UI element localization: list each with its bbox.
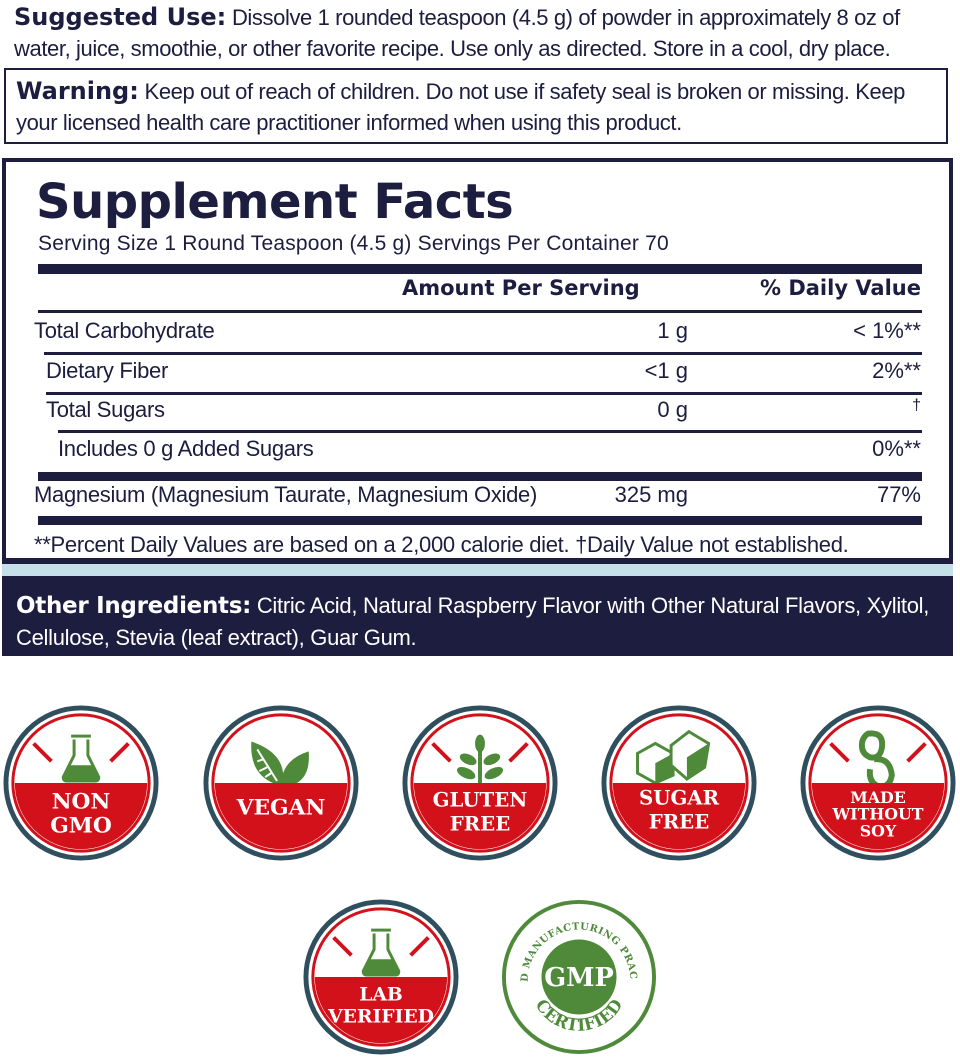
accent-band xyxy=(2,562,953,576)
sugar-cube-icon xyxy=(636,729,711,785)
badge-graphic: SUGAR FREE xyxy=(601,705,757,861)
nutrient-amount: 0 g xyxy=(657,397,688,422)
nutrient-dv: < 1%** xyxy=(853,318,921,343)
nutrient-name: Magnesium (Magnesium Taurate, Magnesium … xyxy=(34,482,538,507)
facts-title: Supplement Facts xyxy=(36,174,514,230)
other-ingredients-text: Citric Acid, Natural Raspberry Flavor wi… xyxy=(16,593,930,650)
svg-text:MADE: MADE xyxy=(850,788,905,807)
svg-text:GMP: GMP xyxy=(544,963,614,993)
suggested-use: Suggested Use: Dissolve 1 rounded teaspo… xyxy=(14,2,954,64)
other-ingredients: Other Ingredients: Citric Acid, Natural … xyxy=(2,576,953,656)
nutrient-dv: 77% xyxy=(876,482,921,507)
divider xyxy=(44,352,922,355)
divider-thick xyxy=(38,264,922,274)
svg-text:GMO: GMO xyxy=(50,813,112,838)
nutrient-dv: † xyxy=(912,397,921,414)
svg-text:FREE: FREE xyxy=(450,811,511,835)
badge-non-gmo: NON GMO xyxy=(2,704,160,862)
svg-text:LAB: LAB xyxy=(359,984,403,1006)
other-ingredients-label: Other Ingredients: xyxy=(16,593,252,619)
flask-icon xyxy=(61,734,101,783)
badge-vegan: VEGAN xyxy=(202,704,360,862)
header-daily-value: % Daily Value xyxy=(759,276,921,300)
nutrient-name: Includes 0 g Added Sugars xyxy=(58,436,314,461)
badge-graphic: LAB VERIFIED xyxy=(303,899,459,1055)
header-amount: Amount Per Serving xyxy=(402,276,640,300)
suggested-use-label: Suggested Use: xyxy=(14,3,227,31)
badge-lab-verified: LAB VERIFIED xyxy=(302,898,460,1056)
nutrient-name: Dietary Fiber xyxy=(46,358,169,383)
badge-graphic: VEGAN xyxy=(203,705,359,861)
svg-text:NON: NON xyxy=(52,790,111,815)
badge-gmp-certified: GOOD MANUFACTURING PRACTICE GMP CERTIFIE… xyxy=(495,890,658,1056)
svg-text:WITHOUT: WITHOUT xyxy=(831,805,923,824)
warning-text: Keep out of reach of children. Do not us… xyxy=(16,79,905,135)
svg-text:FREE: FREE xyxy=(649,809,710,833)
badge-sugar-free: SUGAR FREE xyxy=(600,704,758,862)
badge-graphic: GLUTEN FREE xyxy=(402,705,558,861)
divider xyxy=(58,430,922,433)
nutrient-name: Total Sugars xyxy=(46,397,165,422)
svg-text:VERIFIED: VERIFIED xyxy=(327,1005,434,1027)
badge-graphic: NON GMO xyxy=(3,705,159,861)
badge-graphic: GOOD MANUFACTURING PRACTICE GMP CERTIFIE… xyxy=(495,890,657,1055)
footnote: **Percent Daily Values are based on a 2,… xyxy=(34,532,849,557)
svg-text:GLUTEN: GLUTEN xyxy=(433,788,528,812)
svg-text:VEGAN: VEGAN xyxy=(236,796,326,821)
nutrient-dv: 2%** xyxy=(872,358,921,383)
supplement-facts-panel: Supplement Facts Serving Size 1 Round Te… xyxy=(2,158,953,562)
warning-label: Warning: xyxy=(16,77,139,105)
wheat-icon xyxy=(456,734,504,783)
badge-gluten-free: GLUTEN FREE xyxy=(401,704,559,862)
suggested-use-text: Dissolve 1 rounded teaspoon (4.5 g) of p… xyxy=(14,5,900,61)
flask-icon xyxy=(361,928,401,977)
divider xyxy=(38,310,922,313)
nutrient-amount: 325 mg xyxy=(614,482,688,507)
svg-text:SOY: SOY xyxy=(860,821,897,840)
divider-thick xyxy=(38,472,922,481)
serving-size: Serving Size 1 Round Teaspoon (4.5 g) Se… xyxy=(38,232,669,255)
warning-box: Warning: Keep out of reach of children. … xyxy=(4,68,948,144)
nutrient-dv: 0%** xyxy=(872,436,921,461)
nutrient-name: Total Carbohydrate xyxy=(34,318,215,343)
nutrient-amount: 1 g xyxy=(657,318,688,343)
nutrient-amount: <1 g xyxy=(644,358,688,383)
divider-thick xyxy=(38,516,922,525)
gmp-seal-icon xyxy=(541,939,617,1015)
badge-graphic: MADE WITHOUT SOY xyxy=(800,705,956,861)
divider xyxy=(46,392,922,395)
badge-made-without-soy: MADE WITHOUT SOY xyxy=(799,704,957,862)
leaf-icon xyxy=(251,741,309,783)
svg-text:SUGAR: SUGAR xyxy=(639,786,720,810)
